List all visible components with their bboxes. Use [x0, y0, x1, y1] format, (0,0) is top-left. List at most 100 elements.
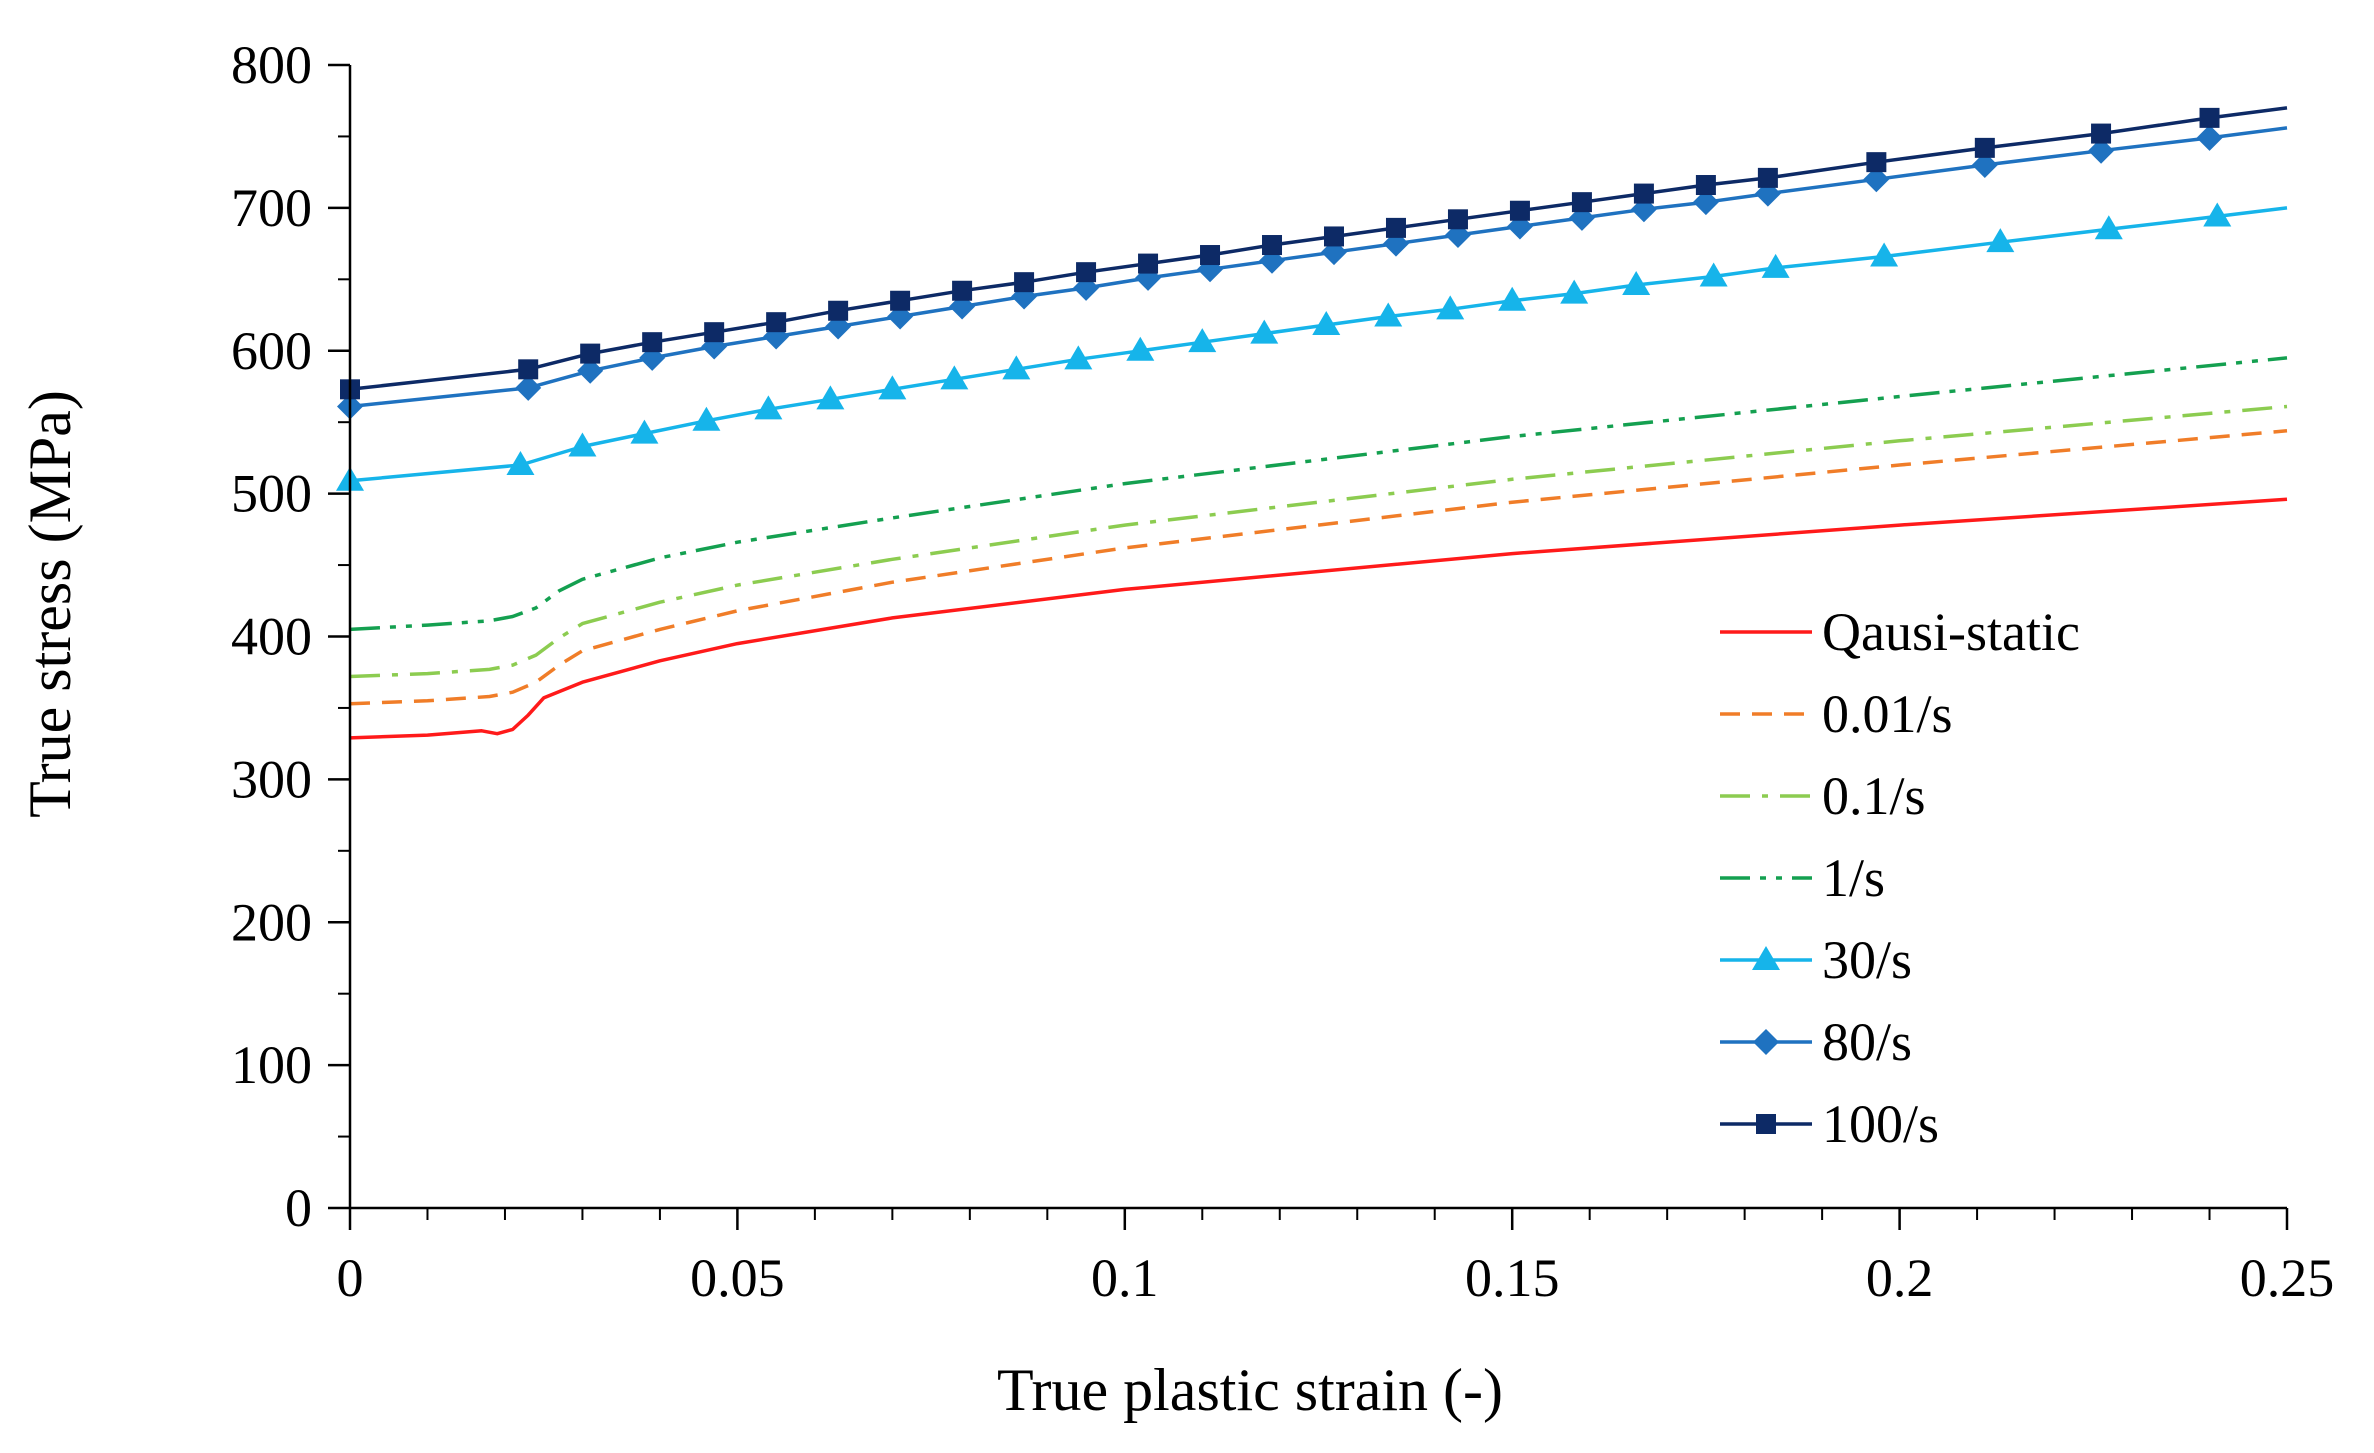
series-5 [336, 202, 2288, 491]
data-point-marker [1385, 217, 1406, 238]
series-7 [340, 106, 2288, 400]
legend-label: 80/s [1822, 1012, 1912, 1072]
data-point-marker [878, 375, 907, 400]
data-point-marker [2203, 202, 2232, 227]
y-tick-label: 100 [231, 1035, 312, 1095]
data-point-marker [828, 300, 849, 321]
y-axis-title: True stress (MPa) [17, 390, 83, 818]
x-tick-label: 0.25 [2240, 1248, 2335, 1308]
legend-label: 0.01/s [1822, 684, 1953, 744]
legend-label: Qausi-static [1822, 602, 2080, 662]
data-point-marker [1986, 228, 2015, 253]
x-tick-label: 0.2 [1866, 1248, 1934, 1308]
data-point-marker [1757, 167, 1778, 188]
y-tick-label: 600 [231, 321, 312, 381]
data-point-marker [580, 343, 601, 364]
data-point-marker [890, 290, 911, 311]
series-line [349, 497, 2288, 740]
axes-layer: 0 100 200 300 400 500 600 700 800 0 0.05 0.1 0.15 0.2… [231, 35, 2334, 1308]
data-point-marker [1699, 262, 1728, 287]
data-point-marker [1866, 152, 1887, 173]
data-point-marker [1692, 189, 1719, 216]
data-point-marker [1064, 345, 1093, 370]
series-line [349, 404, 2288, 679]
data-point-marker [940, 365, 969, 390]
legend-item: 0.01/s [1720, 684, 1953, 744]
data-point-marker [1312, 311, 1341, 336]
data-point-marker [2091, 123, 2112, 144]
y-tick-label: 0 [285, 1178, 312, 1238]
legend-item: Qausi-static [1720, 602, 2080, 662]
series-2 [349, 429, 2288, 706]
data-point-marker [952, 280, 973, 301]
data-point-marker [518, 359, 539, 380]
y-tick-label: 300 [231, 749, 312, 809]
x-tick-label: 0.1 [1091, 1248, 1159, 1308]
data-point-marker [2196, 124, 2223, 151]
data-point-marker [577, 357, 604, 384]
data-point-marker [1447, 209, 1468, 230]
data-point-marker [1695, 175, 1716, 196]
data-point-marker [630, 419, 659, 444]
data-point-marker [1188, 328, 1217, 353]
data-point-marker [2088, 137, 2115, 164]
y-tick-label: 800 [231, 35, 312, 95]
data-point-marker [506, 451, 535, 476]
series-layer [336, 106, 2288, 740]
data-point-marker [1014, 272, 1035, 293]
legend-marker [1756, 1114, 1776, 1134]
data-point-marker [642, 332, 663, 353]
legend-label: 30/s [1822, 930, 1912, 990]
data-point-marker [704, 322, 725, 343]
data-point-marker [1622, 271, 1651, 296]
series-1 [349, 497, 2288, 740]
data-point-marker [1262, 235, 1283, 256]
y-tick-label: 200 [231, 892, 312, 952]
data-point-marker [568, 432, 597, 457]
data-point-marker [1126, 336, 1155, 361]
y-tick-label: 400 [231, 607, 312, 667]
legend-marker [1752, 946, 1780, 970]
legend-item: 0.1/s [1720, 766, 1926, 826]
legend-item: 100/s [1720, 1094, 1939, 1154]
data-point-marker [2094, 215, 2123, 240]
data-point-marker [1971, 152, 1998, 179]
data-point-marker [766, 312, 787, 333]
x-tick-label: 0 [337, 1248, 364, 1308]
legend-label: 0.1/s [1822, 766, 1926, 826]
y-tick-label: 500 [231, 464, 312, 524]
data-point-marker [1974, 137, 1995, 158]
legend-item: 30/s [1720, 930, 1912, 990]
x-axis-title: True plastic strain (-) [997, 1357, 1503, 1423]
legend-label: 100/s [1822, 1094, 1939, 1154]
x-tick-label: 0.05 [690, 1248, 785, 1308]
data-point-marker [1200, 245, 1221, 266]
legend-item: 80/s [1720, 1012, 1912, 1072]
data-point-marker [1863, 166, 1890, 193]
series-line [349, 429, 2288, 706]
data-point-marker [1436, 295, 1465, 320]
data-point-marker [816, 385, 845, 410]
y-tick-label: 700 [231, 178, 312, 238]
data-point-marker [1761, 253, 1790, 278]
data-point-marker [1498, 286, 1527, 311]
series-3 [349, 404, 2288, 679]
data-point-marker [754, 395, 783, 420]
data-point-marker [1633, 183, 1654, 204]
data-point-marker [1560, 279, 1589, 304]
x-tick-label: 0.15 [1465, 1248, 1560, 1308]
data-point-marker [2199, 107, 2220, 128]
data-point-marker [692, 406, 721, 431]
legend-marker [1753, 1029, 1779, 1055]
data-point-marker [1138, 253, 1159, 274]
data-point-marker [1509, 200, 1530, 221]
data-point-marker [1076, 262, 1097, 283]
legend: Qausi-static 0.01/s 0.1/s 1/s 30/s 80/s 100/s [1720, 602, 2080, 1154]
data-point-marker [1571, 192, 1592, 213]
data-point-marker [1323, 226, 1344, 247]
data-point-marker [1250, 319, 1279, 344]
legend-item: 1/s [1720, 848, 1885, 908]
legend-label: 1/s [1822, 848, 1885, 908]
